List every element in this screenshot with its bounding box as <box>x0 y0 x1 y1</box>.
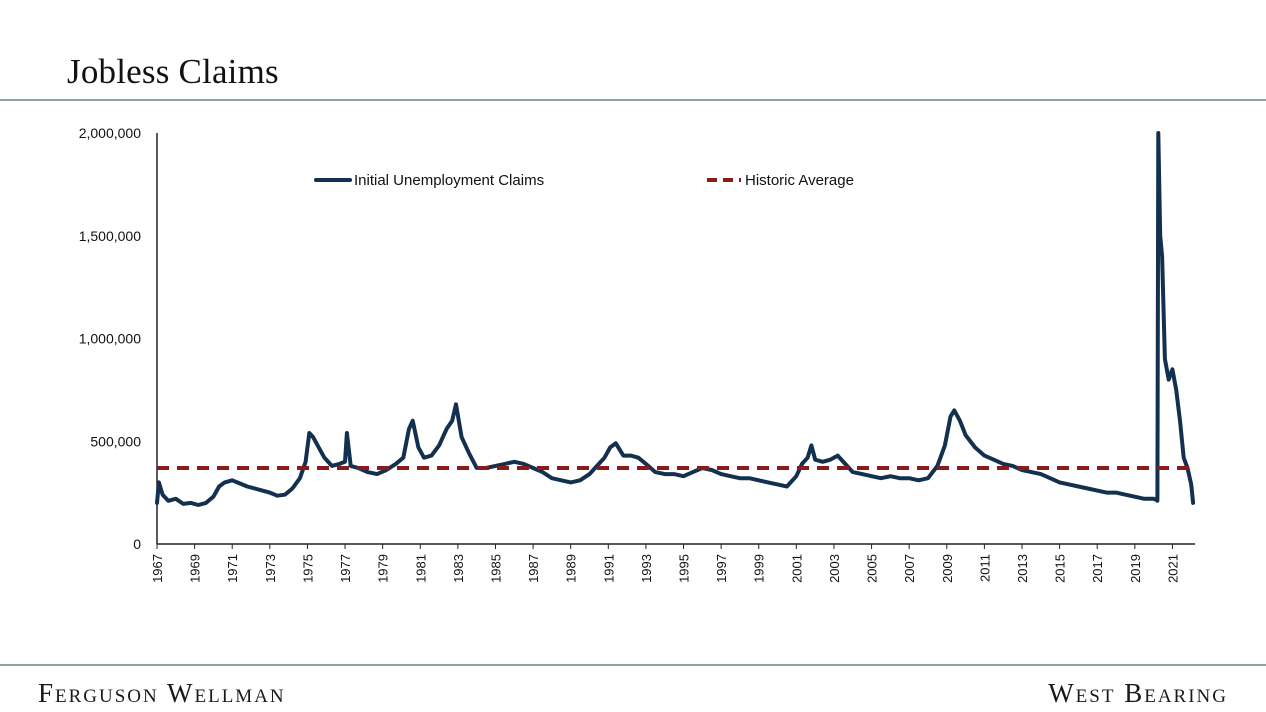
initial-claims-line <box>155 131 1196 507</box>
x-tick-label: 2007 <box>902 554 917 583</box>
y-tick-label: 1,000,000 <box>79 331 141 347</box>
x-tick-label: 1993 <box>639 554 654 583</box>
x-tick-label: 1979 <box>376 554 391 583</box>
x-tick-label: 1985 <box>488 554 503 583</box>
x-tick-label: 2001 <box>789 554 804 583</box>
x-tick-label: 1995 <box>677 554 692 583</box>
y-tick-label: 500,000 <box>90 433 141 449</box>
header-divider <box>0 99 1266 101</box>
x-tick-label: 2015 <box>1053 554 1068 583</box>
x-tick-label: 1987 <box>526 554 541 583</box>
x-tick-label: 1977 <box>338 554 353 583</box>
x-tick-label: 1969 <box>188 554 203 583</box>
x-tick-label: 1983 <box>451 554 466 583</box>
x-tick-label: 1997 <box>714 554 729 583</box>
legend-label-claims: Initial Unemployment Claims <box>354 172 544 189</box>
line-chart: 0 500,000 1,000,000 1,500,000 2,000,000 1967… <box>79 125 1196 583</box>
series-layer <box>155 131 1196 507</box>
x-tick-label: 1967 <box>150 554 165 583</box>
footer-brand-right: West Bearing <box>1048 678 1228 708</box>
x-tick-label: 2013 <box>1015 554 1030 583</box>
x-axis-ticks: 1967 1969 1971 1973 1975 1977 1979 1981 1983 1985… <box>150 544 1180 583</box>
x-tick-label: 2009 <box>940 554 955 583</box>
x-tick-label: 1981 <box>413 554 428 583</box>
x-tick-label: 2019 <box>1128 554 1143 583</box>
y-axis-ticks: 0 500,000 1,000,000 1,500,000 2,000,000 <box>79 125 142 552</box>
x-tick-label: 2021 <box>1165 554 1180 583</box>
y-tick-label: 1,500,000 <box>79 228 141 244</box>
x-tick-label: 1991 <box>601 554 616 583</box>
footer-brand-left: Ferguson Wellman <box>38 678 286 708</box>
y-tick-label: 2,000,000 <box>79 125 141 141</box>
chart-legend: Initial Unemployment Claims Historic Aver… <box>314 172 854 189</box>
x-tick-label: 1975 <box>300 554 315 583</box>
page-title: Jobless Claims <box>67 52 279 91</box>
x-tick-label: 2003 <box>827 554 842 583</box>
footer-divider <box>0 664 1266 666</box>
x-tick-label: 1999 <box>752 554 767 583</box>
y-tick-label: 0 <box>133 536 141 552</box>
x-tick-label: 2017 <box>1090 554 1105 583</box>
chart-axes <box>156 133 1195 545</box>
x-tick-label: 2011 <box>977 554 992 582</box>
x-tick-label: 1971 <box>225 554 240 583</box>
x-tick-label: 1989 <box>564 554 579 583</box>
x-tick-label: 1973 <box>263 554 278 583</box>
x-tick-label: 2005 <box>865 554 880 583</box>
legend-label-average: Historic Average <box>745 172 854 189</box>
